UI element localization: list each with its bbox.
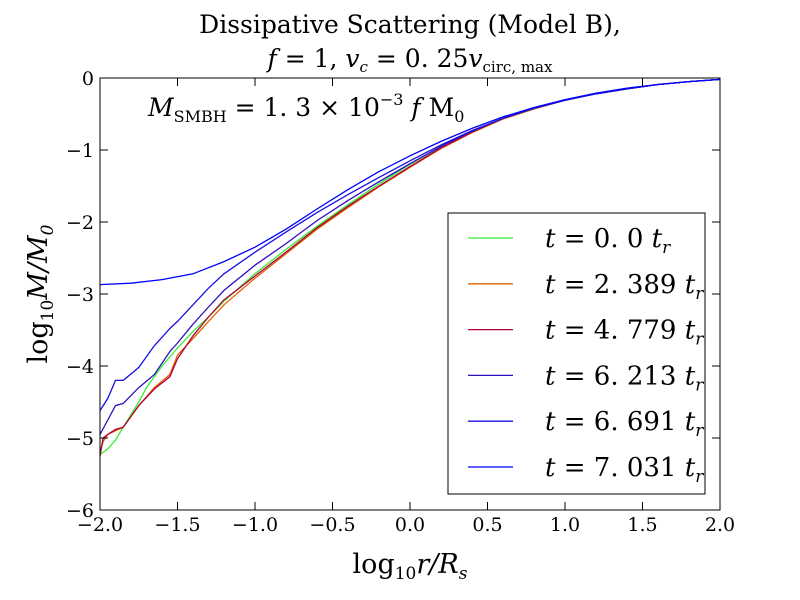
x-tick-label: 0.5 <box>472 514 502 536</box>
series-line-4 <box>99 78 721 411</box>
x-tick-label: 1.5 <box>627 514 657 536</box>
legend-label-4: t = 6. 691 tr <box>545 407 704 441</box>
plot-frame <box>99 77 721 511</box>
legend-box <box>447 212 706 495</box>
x-tick-label: −0.5 <box>309 514 355 536</box>
y-tick-label: −1 <box>66 140 94 162</box>
series-lines <box>99 78 721 457</box>
x-tick-label: 2.0 <box>705 514 735 536</box>
y-tick-label: −5 <box>66 428 94 450</box>
x-tick-label: −1.0 <box>232 514 278 536</box>
chart-title-line1: Dissipative Scattering (Model B), <box>199 10 621 39</box>
legend-label-0: t = 0. 0 tr <box>545 224 671 258</box>
axis-ticks: −2.0 −1.5 −1.0 −0.5 0.0 0.5 1.0 1.5 2.0 −6 −5 −4 −3 −… <box>66 68 735 536</box>
y-tick-label: −4 <box>66 356 94 378</box>
x-tick-label: −2.0 <box>77 514 123 536</box>
legend-label-2: t = 4. 779 tr <box>545 316 704 350</box>
legend-label-1: t = 2. 389 tr <box>545 270 704 304</box>
y-axis-label: log10M/M0 <box>23 224 58 363</box>
x-tick-label: −1.5 <box>154 514 200 536</box>
x-tick-label: 0.0 <box>395 514 425 536</box>
chart-title-line2: f = 1, vc = 0. 25vcirc, max <box>266 44 553 76</box>
series-line-5 <box>99 78 721 286</box>
y-tick-label: −2 <box>66 212 94 234</box>
x-tick-label: 1.0 <box>550 514 580 536</box>
y-tick-label: −3 <box>66 284 94 306</box>
legend: t = 0. 0 tr t = 2. 389 tr t = 4. 779 tr t =… <box>447 212 706 495</box>
legend-label-3: t = 6. 213 tr <box>545 361 704 395</box>
y-tick-label: −6 <box>66 500 94 522</box>
legend-label-5: t = 7. 031 tr <box>545 453 704 487</box>
x-axis-label: log10r/Rs <box>353 549 468 584</box>
y-tick-label: 0 <box>82 68 94 90</box>
smbh-annotation: MSMBH = 1. 3 × 10−3 f M0 <box>147 90 464 126</box>
